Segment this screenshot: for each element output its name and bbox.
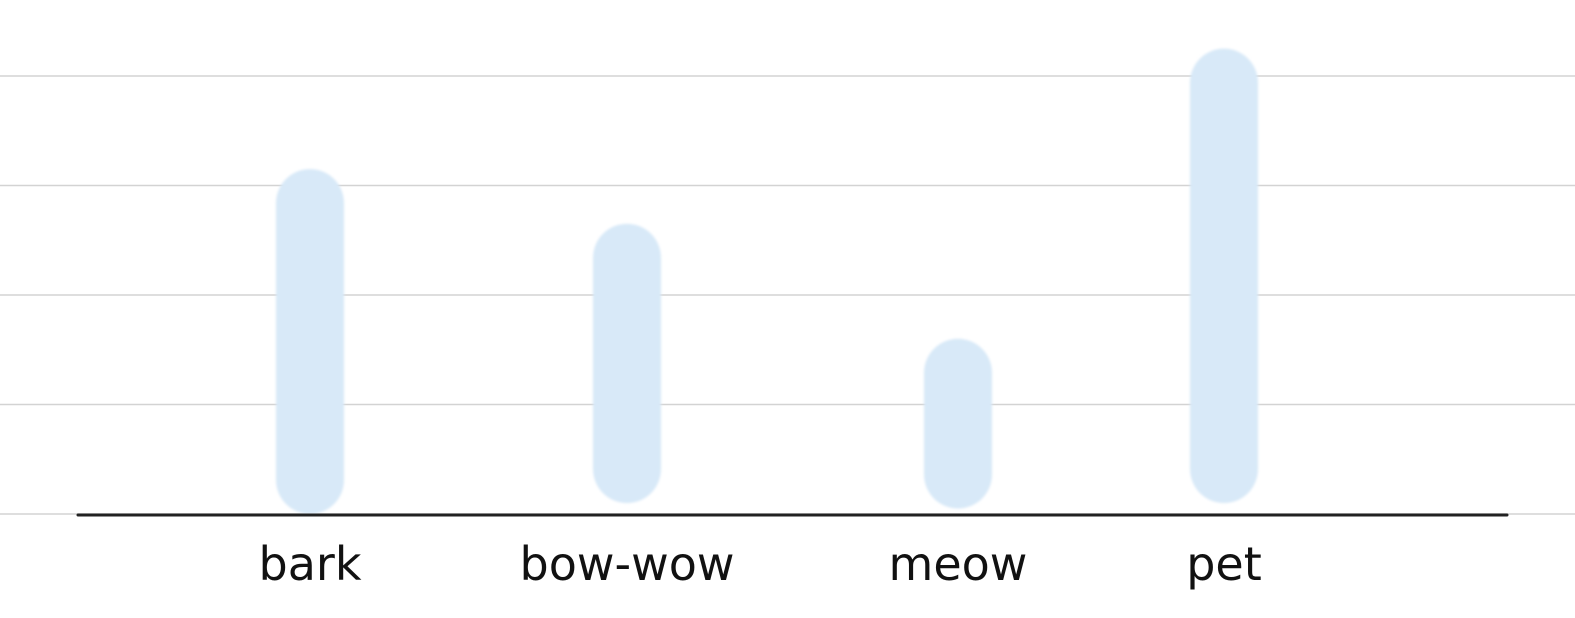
x-tick-label-bark: bark — [259, 537, 362, 591]
bar-bark — [276, 169, 344, 514]
bars — [276, 48, 1258, 514]
bar-pet — [1190, 48, 1258, 504]
gridlines — [0, 75, 1575, 515]
x-tick-label-bow-wow: bow-wow — [520, 537, 735, 591]
x-tick-label-pet: pet — [1186, 537, 1262, 591]
bar-bow-wow — [593, 223, 661, 504]
x-tick-label-meow: meow — [889, 537, 1028, 591]
x-tick-labels: bark bow-wow meow pet — [259, 537, 1262, 591]
bar-meow — [924, 338, 992, 509]
